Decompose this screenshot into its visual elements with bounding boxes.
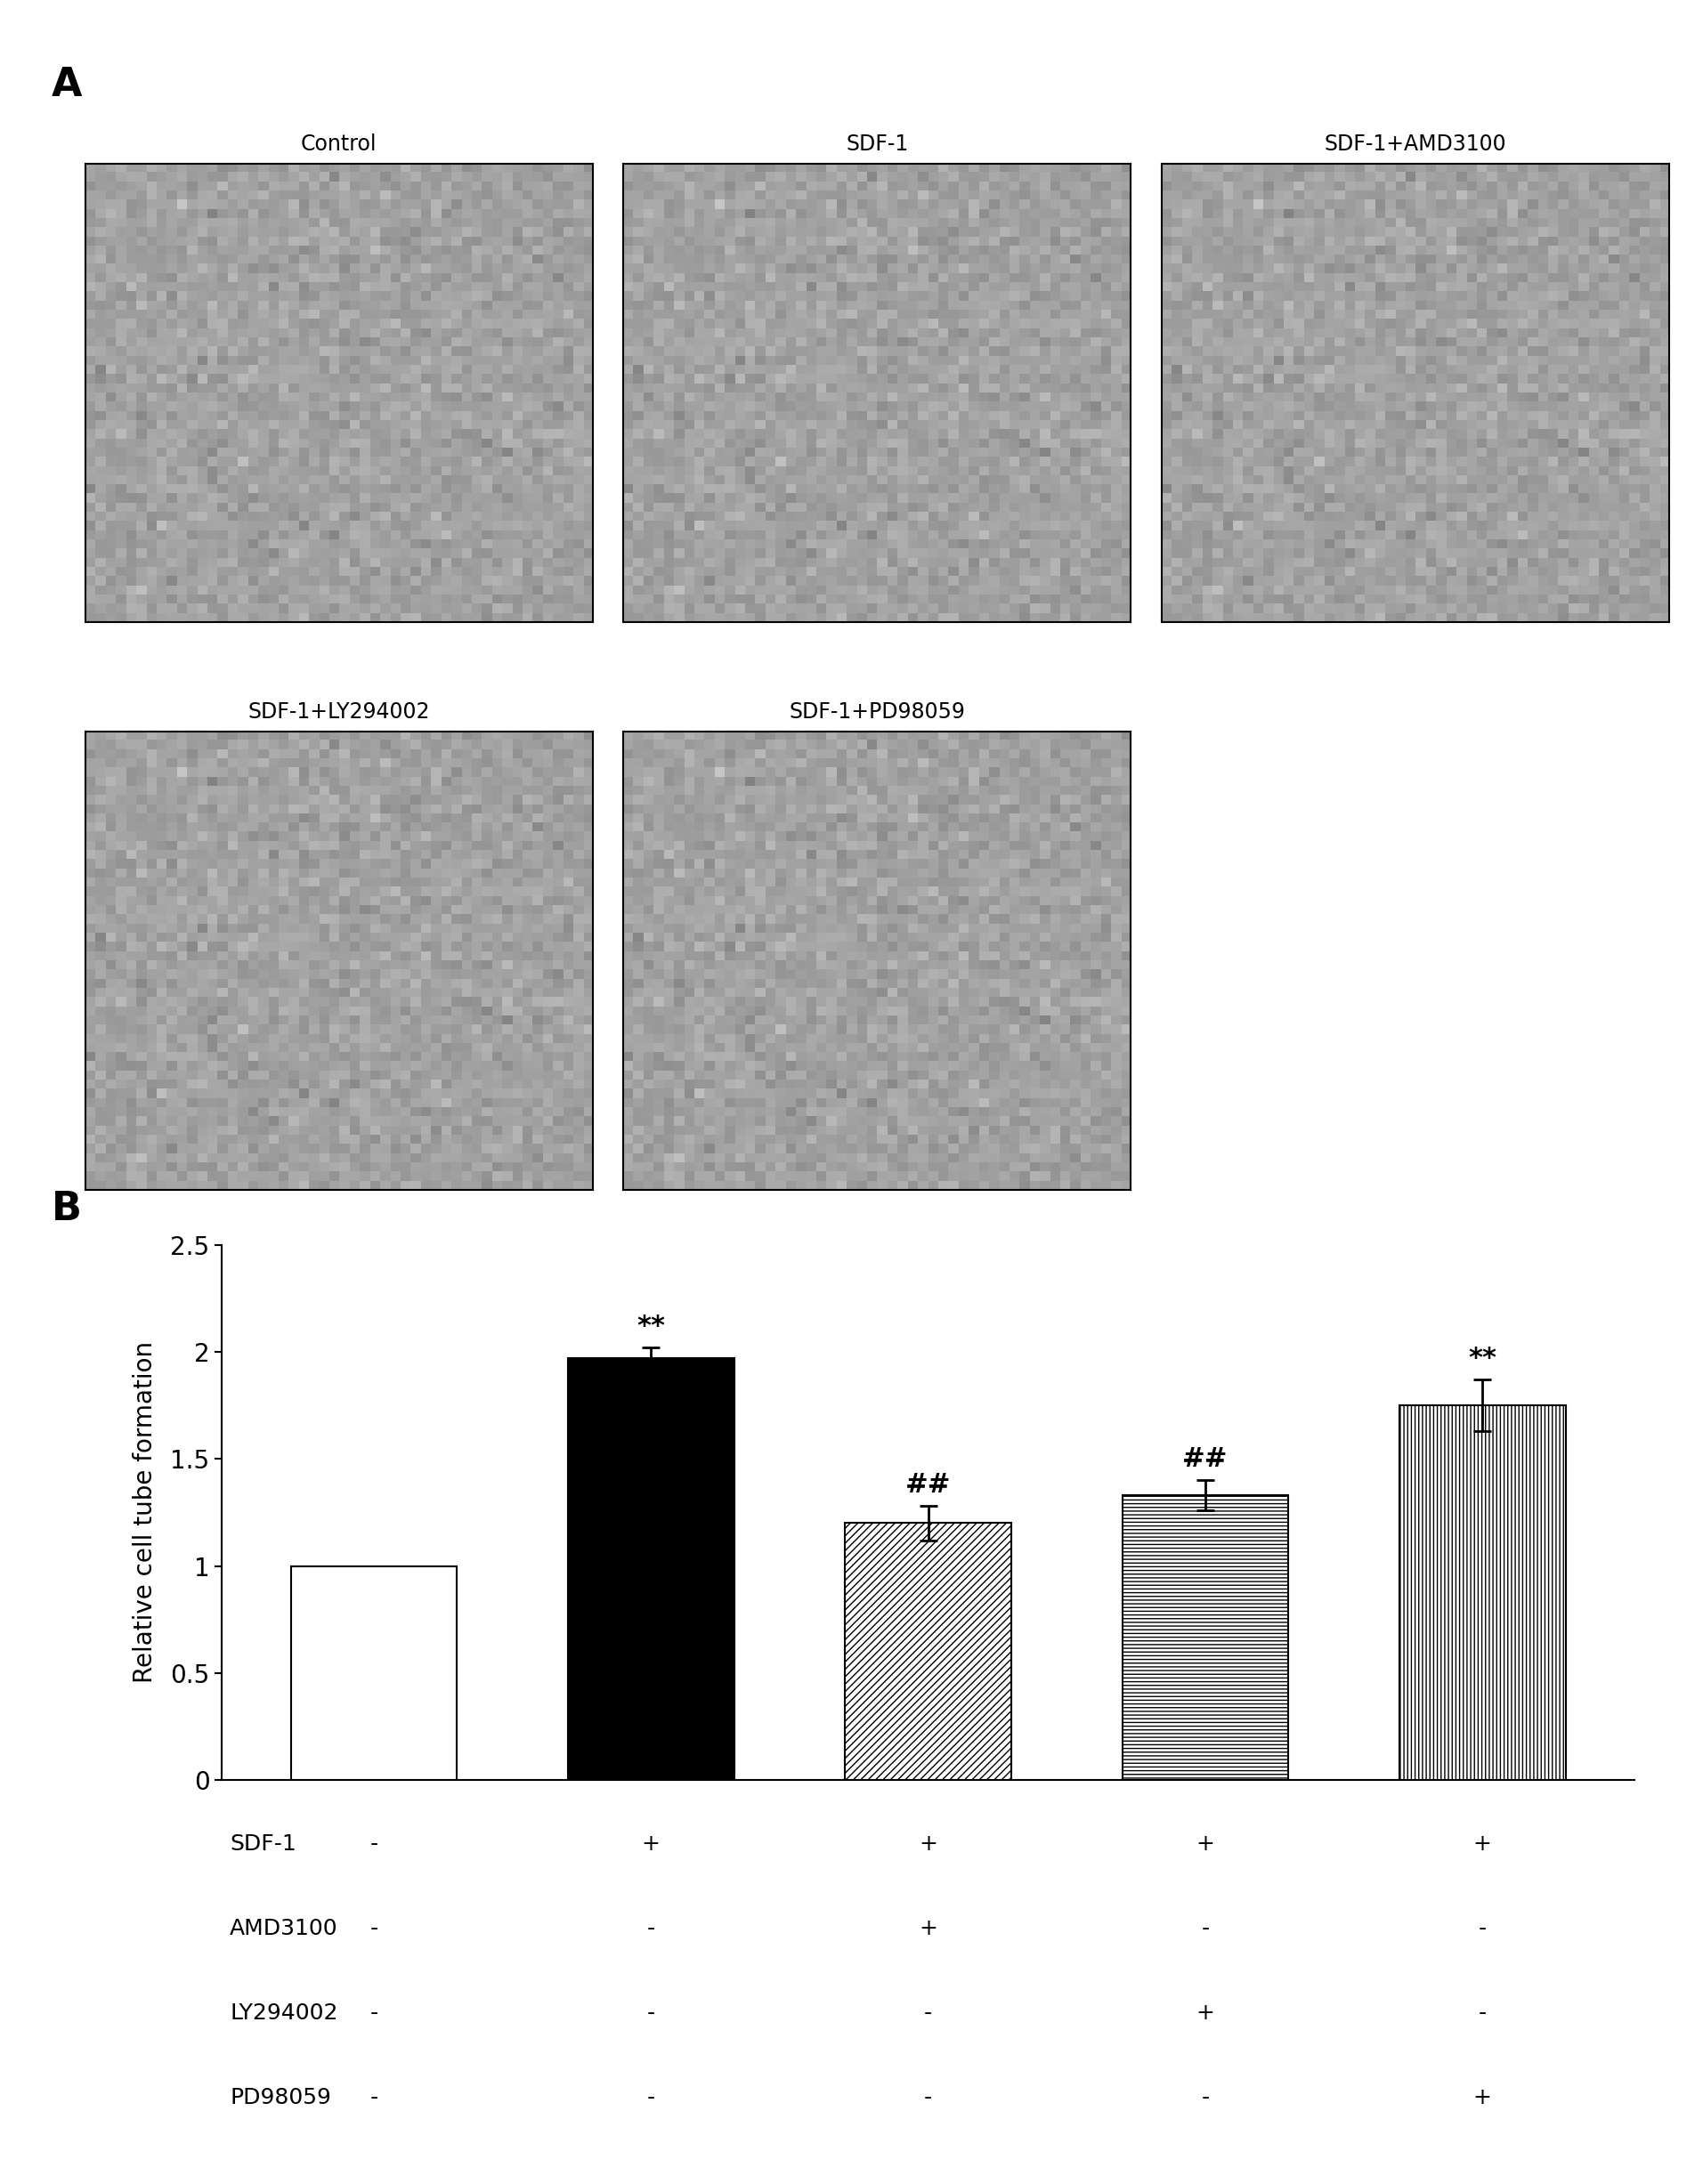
Text: +: + <box>642 1832 661 1854</box>
Y-axis label: Relative cell tube formation: Relative cell tube formation <box>133 1341 158 1684</box>
Text: -: - <box>370 2003 378 2025</box>
Text: SDF-1: SDF-1 <box>230 1832 296 1854</box>
Text: -: - <box>1201 2088 1209 2110</box>
Text: LY294002: LY294002 <box>230 2003 337 2025</box>
Text: -: - <box>370 1918 378 1939</box>
Bar <box>1122 1496 1289 1780</box>
Text: +: + <box>920 1918 937 1939</box>
Text: ##: ## <box>1182 1446 1228 1472</box>
Text: SDF-1+AMD3100: SDF-1+AMD3100 <box>1325 133 1505 155</box>
Text: -: - <box>647 1918 656 1939</box>
Text: -: - <box>1478 2003 1487 2025</box>
Text: ##: ## <box>906 1472 950 1498</box>
Text: -: - <box>370 1832 378 1854</box>
Text: -: - <box>647 2088 656 2110</box>
Text: -: - <box>370 2088 378 2110</box>
Text: -: - <box>925 2003 932 2025</box>
Text: A: A <box>51 66 82 105</box>
Text: +: + <box>920 1832 937 1854</box>
Text: AMD3100: AMD3100 <box>230 1918 337 1939</box>
Text: B: B <box>51 1190 82 1230</box>
Text: PD98059: PD98059 <box>230 2088 330 2110</box>
Text: **: ** <box>637 1313 666 1339</box>
Bar <box>291 1566 456 1780</box>
Bar <box>1400 1406 1565 1780</box>
Text: -: - <box>1201 1918 1209 1939</box>
Text: SDF-1: SDF-1 <box>846 133 908 155</box>
Bar <box>845 1522 1012 1780</box>
Text: -: - <box>925 2088 932 2110</box>
Text: SDF-1+LY294002: SDF-1+LY294002 <box>249 701 429 723</box>
Text: -: - <box>1478 1918 1487 1939</box>
Text: **: ** <box>1468 1345 1497 1372</box>
Text: Control: Control <box>301 133 376 155</box>
Text: +: + <box>1196 1832 1214 1854</box>
Text: +: + <box>1473 2088 1492 2110</box>
Text: SDF-1+PD98059: SDF-1+PD98059 <box>788 701 966 723</box>
Bar <box>567 1358 734 1780</box>
Text: +: + <box>1473 1832 1492 1854</box>
Text: +: + <box>1196 2003 1214 2025</box>
Text: -: - <box>647 2003 656 2025</box>
